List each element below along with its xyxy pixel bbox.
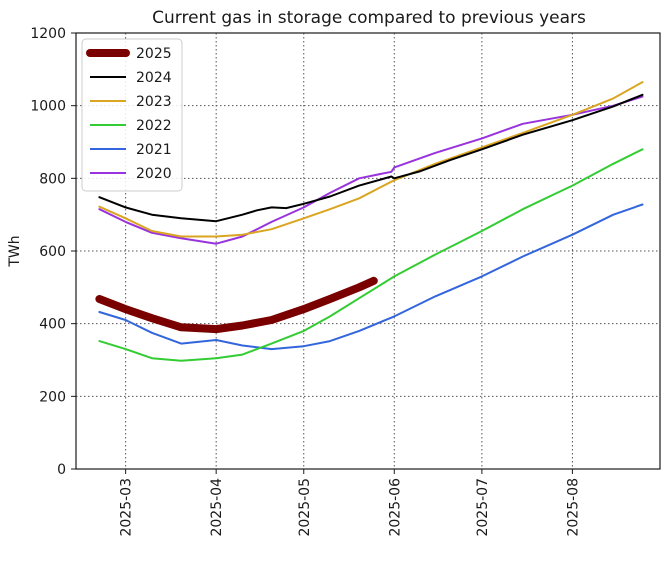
x-tick-label: 2025-03 (119, 478, 135, 537)
legend-label-2021: 2021 (136, 142, 172, 158)
series-line-2022 (98, 148, 644, 362)
legend-label-2024: 2024 (136, 70, 172, 86)
legend-label-2025: 2025 (136, 46, 172, 62)
y-tick-label: 200 (39, 389, 66, 405)
y-tick-label: 1200 (30, 26, 66, 42)
legend: 2025 2024 2023 2022 2021 2020 (81, 38, 183, 192)
x-tick-label: 2025-05 (297, 478, 313, 537)
y-tick-label: 400 (39, 317, 66, 333)
series-line-2023 (98, 81, 644, 238)
y-axis-label: TWh (7, 235, 23, 267)
series-line-2025 (95, 276, 378, 334)
y-tick-label: 0 (57, 462, 66, 478)
y-tick-label: 1000 (30, 99, 66, 115)
x-tick-label: 2025-08 (565, 478, 581, 537)
series-line-2021 (98, 203, 644, 351)
x-tick-label: 2025-04 (209, 478, 225, 537)
series-line-2024 (98, 93, 644, 223)
y-axis-ticks: 0 200 400 600 800 1000 1200 (30, 26, 76, 478)
plot-frame (75, 32, 661, 470)
x-axis-ticks: 2025-03 2025-04 2025-05 2025-06 2025-07 2025-… (119, 469, 581, 537)
y-tick-label: 600 (39, 244, 66, 260)
legend-label-2023: 2023 (136, 94, 172, 110)
x-tick-label: 2025-06 (387, 478, 403, 537)
y-tick-label: 800 (39, 171, 66, 187)
series-line-2020 (98, 95, 644, 245)
x-tick-label: 2025-07 (475, 478, 491, 537)
legend-label-2022: 2022 (136, 118, 172, 134)
chart-title: Current gas in storage compared to previ… (152, 8, 586, 28)
series-lines (95, 81, 644, 362)
legend-label-2020: 2020 (136, 166, 172, 182)
